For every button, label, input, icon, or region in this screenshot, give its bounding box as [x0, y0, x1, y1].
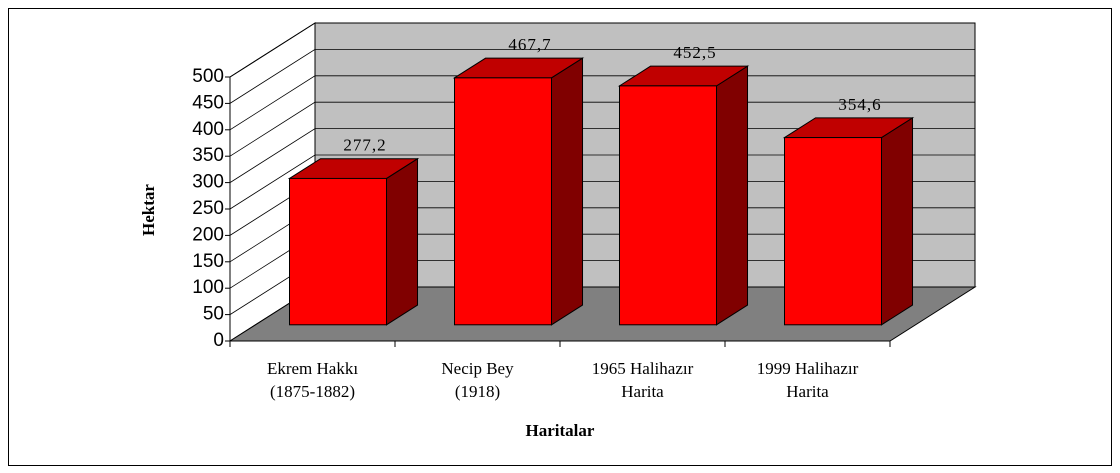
bar-side	[716, 65, 749, 326]
y-axis-label: Hektar	[139, 184, 158, 236]
y-tick-label: 500	[192, 66, 224, 87]
data-label: 277,2	[343, 136, 386, 155]
bar	[454, 77, 552, 326]
bar	[619, 85, 717, 326]
bar	[784, 137, 882, 326]
bar-side	[881, 116, 914, 326]
y-tick-label: 450	[192, 92, 224, 113]
x-tick-label: Ekrem Hakkı	[267, 359, 358, 378]
grid-line	[229, 101, 975, 157]
y-tick-label: 350	[192, 145, 224, 166]
x-tick-label: Harita	[786, 382, 829, 401]
data-label: 354,6	[838, 95, 881, 114]
y-tick-label: 250	[192, 198, 224, 219]
x-tick-label: Necip Bey	[441, 359, 514, 378]
x-tick-label: (1918)	[455, 382, 500, 401]
grid-line	[229, 49, 975, 104]
y-tick-label: 200	[192, 224, 224, 245]
grid-line	[229, 75, 975, 131]
y-tick-label: 400	[192, 119, 224, 140]
grid-line	[229, 128, 975, 183]
x-tick-label: Harita	[621, 382, 664, 401]
x-axis-label: Haritalar	[526, 421, 595, 440]
data-label: 452,5	[673, 43, 716, 62]
x-tick-label: 1965 Halihazır	[592, 359, 694, 378]
bar	[289, 177, 387, 326]
y-tick-label: 0	[213, 330, 224, 351]
data-label: 467,7	[508, 35, 551, 54]
x-tick-label: 1999 Halihazır	[757, 359, 859, 378]
bar-side	[386, 157, 419, 326]
grid-line	[229, 154, 975, 210]
grid-line	[229, 22, 975, 78]
x-tick-label: (1875-1882)	[270, 382, 355, 401]
y-tick-label: 300	[192, 172, 224, 193]
y-tick-label: 50	[203, 304, 224, 325]
bar-side	[551, 57, 584, 326]
y-tick-label: 100	[192, 277, 224, 298]
y-tick-label: 150	[192, 251, 224, 272]
